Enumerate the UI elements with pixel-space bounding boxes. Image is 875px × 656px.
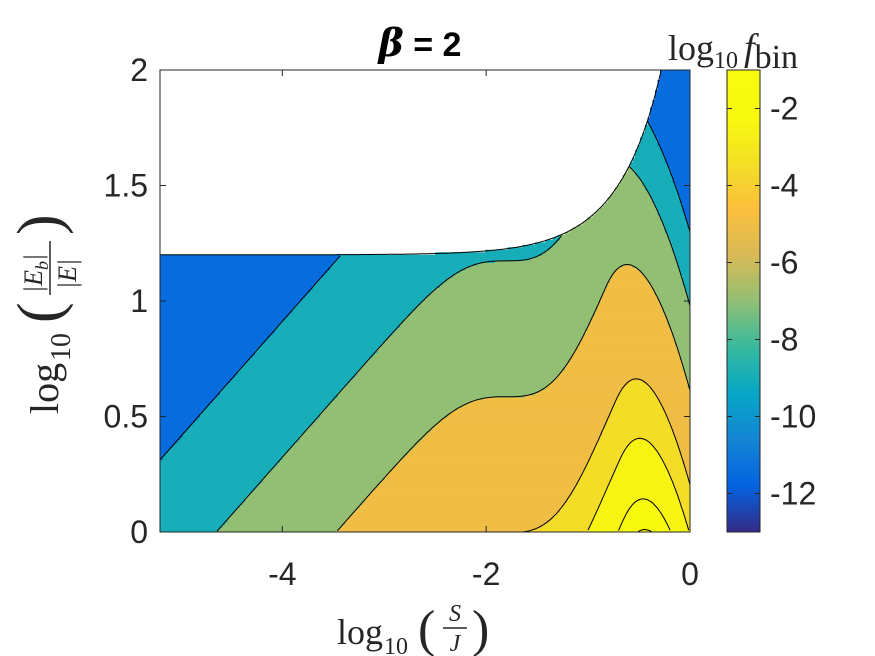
chart-title: β = 2 <box>377 20 462 65</box>
title-text: = 2 <box>404 26 462 64</box>
plot-area <box>160 59 691 533</box>
title-symbol: β <box>377 20 404 65</box>
